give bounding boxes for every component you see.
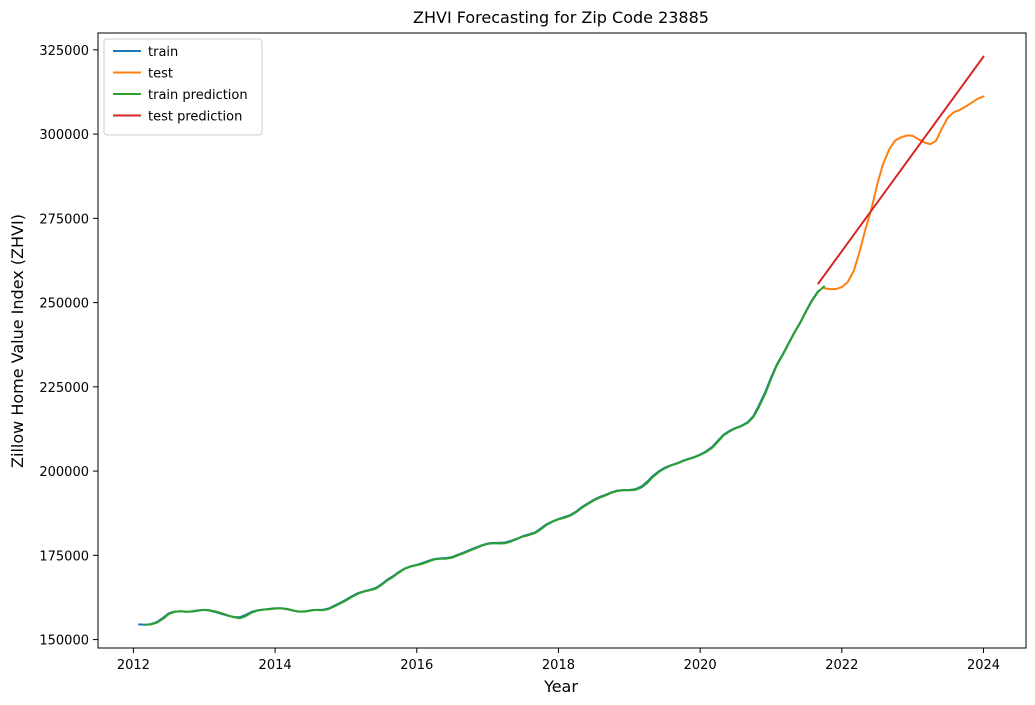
- series-line-train-prediction: [144, 285, 826, 626]
- x-tick-label: 2020: [684, 658, 717, 673]
- x-axis-title: Year: [543, 677, 578, 696]
- y-tick-label: 200000: [39, 465, 89, 480]
- y-tick-label: 175000: [39, 549, 89, 564]
- legend-label: train: [148, 45, 178, 60]
- legend-label: test: [148, 67, 173, 82]
- y-tick-label: 225000: [39, 381, 89, 396]
- y-tick-label: 300000: [39, 128, 89, 143]
- plot-frame: [97, 32, 1027, 649]
- series-line-train: [138, 289, 820, 626]
- x-tick-label: 2024: [967, 658, 1000, 673]
- x-axis: 2012 2014 2016 2018 2020 2022 2024: [117, 648, 1000, 673]
- x-tick-label: 2016: [400, 658, 433, 673]
- series-line-test: [823, 95, 985, 291]
- y-tick-label: 325000: [39, 44, 89, 59]
- y-tick-label: 250000: [39, 297, 89, 312]
- series-line-test-prediction: [817, 55, 985, 285]
- y-tick-label: 275000: [39, 212, 89, 227]
- x-tick-label: 2014: [259, 658, 292, 673]
- chart-title: ZHVI Forecasting for Zip Code 23885: [413, 8, 709, 27]
- x-tick-label: 2018: [542, 658, 575, 673]
- y-tick-label: 150000: [39, 634, 89, 649]
- legend-label: train prediction: [148, 88, 248, 103]
- y-axis-title: Zillow Home Value Index (ZHVI): [8, 214, 27, 468]
- y-axis: 150000 175000 200000 225000 250000 275000 3000…: [39, 44, 98, 649]
- x-tick-label: 2022: [825, 658, 858, 673]
- plot-area: [138, 55, 985, 626]
- legend-label: test prediction: [148, 110, 242, 125]
- legend-box: [103, 38, 263, 136]
- legend: train test train prediction test prediction: [103, 38, 263, 136]
- x-tick-label: 2012: [117, 658, 150, 673]
